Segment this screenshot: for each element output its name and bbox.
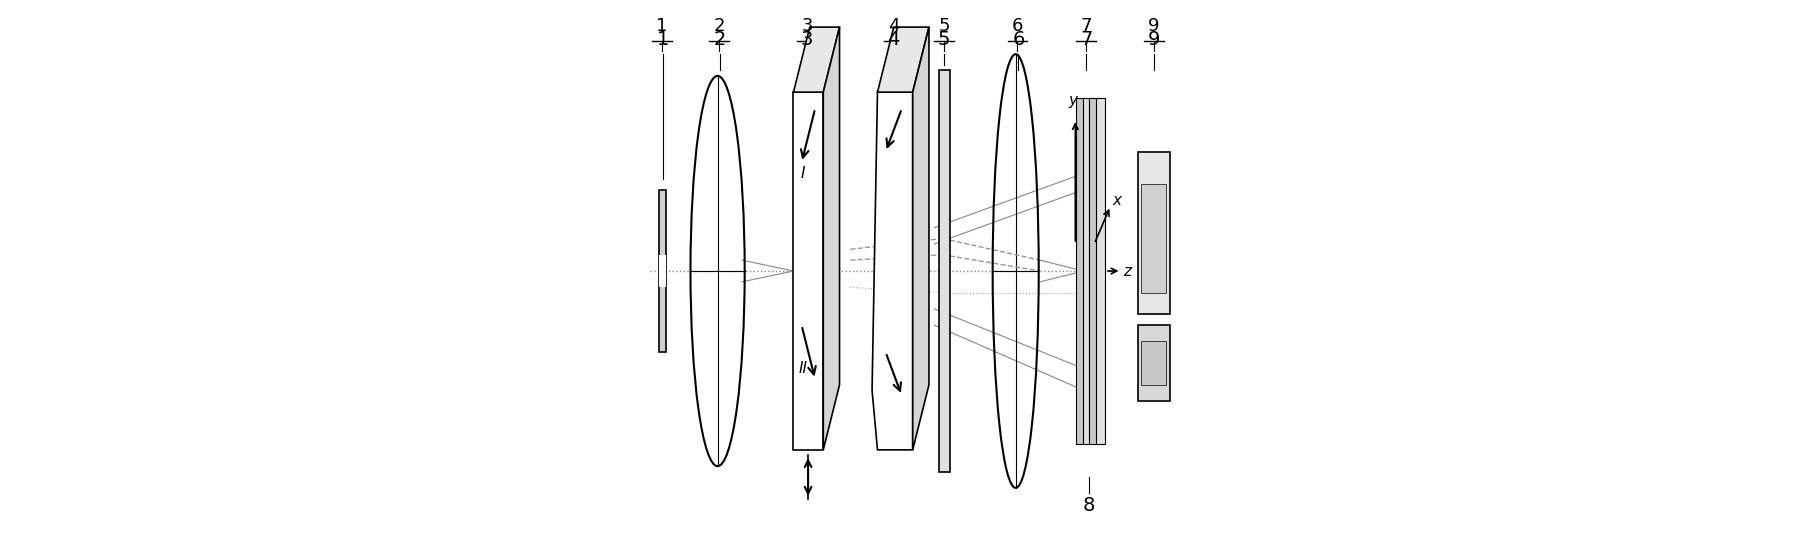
- Polygon shape: [877, 27, 928, 92]
- Text: 3: 3: [801, 17, 814, 35]
- FancyBboxPatch shape: [659, 255, 666, 287]
- Text: 9: 9: [1148, 30, 1159, 49]
- FancyBboxPatch shape: [659, 190, 666, 352]
- Text: 5: 5: [939, 17, 950, 35]
- Polygon shape: [794, 27, 839, 92]
- Text: 5: 5: [937, 30, 950, 49]
- Text: 9: 9: [1148, 17, 1159, 35]
- Text: 1: 1: [657, 30, 670, 49]
- Text: 8: 8: [1083, 496, 1096, 515]
- Text: 6: 6: [1012, 17, 1023, 35]
- Text: 2: 2: [713, 30, 726, 49]
- Text: 2: 2: [713, 17, 724, 35]
- FancyBboxPatch shape: [1138, 325, 1170, 401]
- Polygon shape: [1076, 98, 1085, 444]
- Text: 7: 7: [1079, 30, 1092, 49]
- Text: I: I: [801, 166, 806, 181]
- Text: x: x: [1112, 193, 1121, 208]
- Text: z: z: [1123, 263, 1130, 279]
- Polygon shape: [1090, 98, 1097, 444]
- Polygon shape: [794, 92, 823, 450]
- FancyBboxPatch shape: [1138, 152, 1170, 314]
- Text: II: II: [799, 361, 808, 376]
- Text: 6: 6: [1012, 30, 1025, 49]
- Text: 4: 4: [888, 30, 899, 49]
- Polygon shape: [1083, 98, 1092, 444]
- Polygon shape: [912, 27, 928, 450]
- Polygon shape: [939, 70, 950, 472]
- Text: y: y: [1068, 93, 1077, 108]
- Text: 1: 1: [655, 17, 668, 35]
- FancyBboxPatch shape: [1141, 184, 1167, 293]
- Polygon shape: [872, 92, 912, 450]
- Text: 4: 4: [888, 17, 899, 35]
- Polygon shape: [823, 27, 839, 450]
- Text: 7: 7: [1081, 17, 1092, 35]
- FancyBboxPatch shape: [1141, 341, 1167, 385]
- Polygon shape: [1096, 98, 1105, 444]
- Text: 3: 3: [801, 30, 814, 49]
